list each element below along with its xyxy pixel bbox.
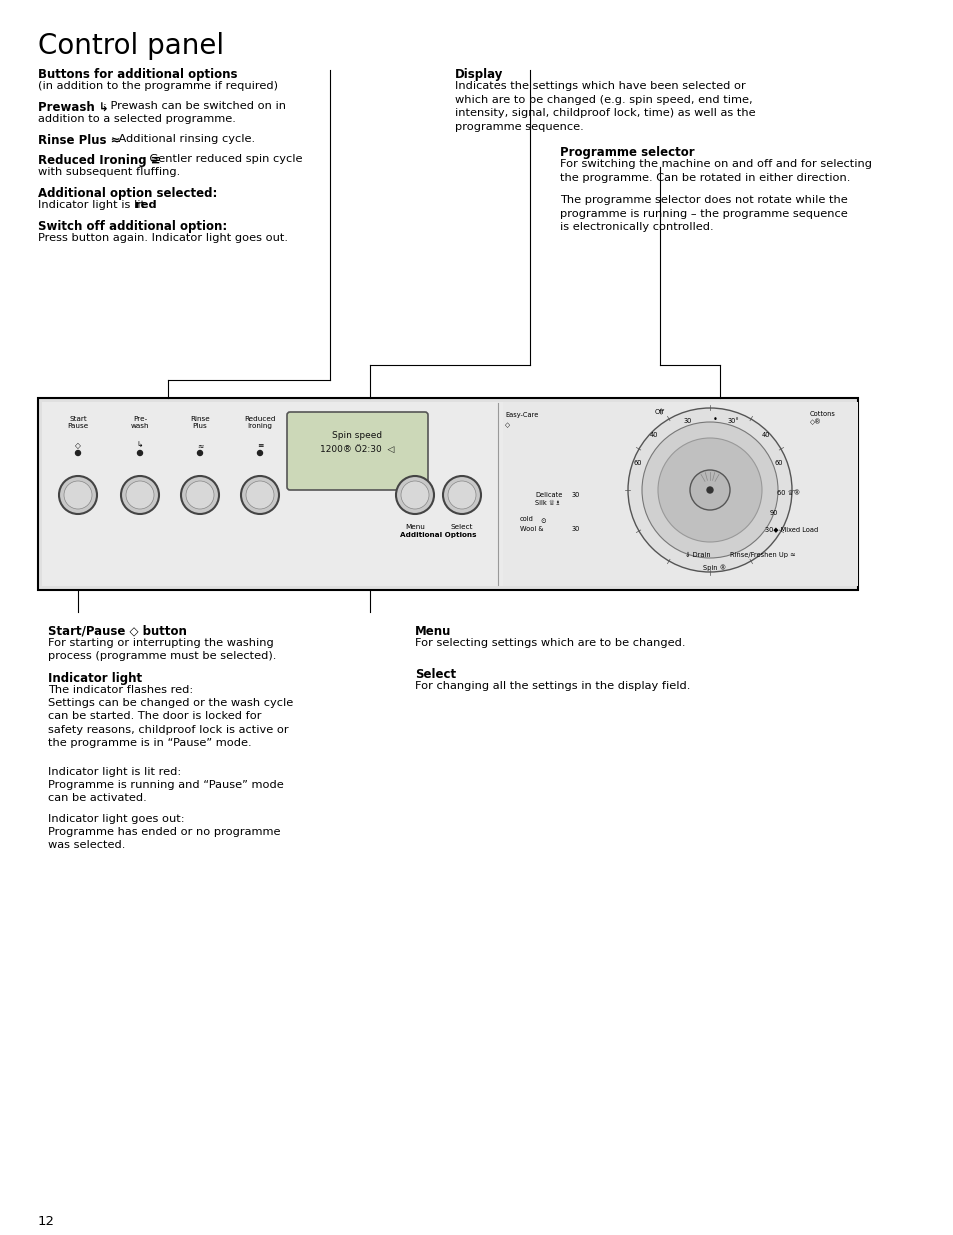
Text: ◇: ◇: [75, 441, 81, 450]
Text: ⇓ Drain: ⇓ Drain: [684, 552, 710, 558]
Bar: [42, 403, 853, 585]
Text: For starting or interrupting the washing
process (programme must be selected).: For starting or interrupting the washing…: [48, 638, 276, 661]
Circle shape: [395, 475, 434, 514]
Text: Buttons for additional options: Buttons for additional options: [38, 68, 237, 82]
Text: : Gentler reduced spin cycle: : Gentler reduced spin cycle: [142, 154, 302, 164]
Circle shape: [689, 471, 729, 510]
Circle shape: [246, 480, 274, 509]
Text: 12: 12: [38, 1215, 55, 1228]
Text: Silk ♕♗: Silk ♕♗: [535, 500, 560, 506]
Circle shape: [197, 451, 202, 456]
Text: ↳: ↳: [136, 441, 143, 450]
Text: Prewash ↳: Prewash ↳: [38, 101, 109, 114]
Circle shape: [64, 480, 91, 509]
Text: cold: cold: [519, 516, 534, 522]
Text: Spin speed: Spin speed: [332, 431, 382, 440]
Text: For changing all the settings in the display field.: For changing all the settings in the dis…: [415, 680, 690, 692]
Text: Programme selector: Programme selector: [559, 146, 694, 159]
Text: 30: 30: [683, 417, 691, 424]
Text: Menu: Menu: [415, 625, 451, 638]
Text: red: red: [135, 200, 156, 210]
Text: Additional Options: Additional Options: [399, 532, 476, 538]
Text: Reduced Ironing ≡: Reduced Ironing ≡: [38, 154, 160, 167]
Text: For selecting settings which are to be changed.: For selecting settings which are to be c…: [415, 638, 685, 648]
Text: Reduced
Ironing: Reduced Ironing: [244, 416, 275, 429]
Circle shape: [75, 451, 80, 456]
Circle shape: [400, 480, 429, 509]
Text: Control panel: Control panel: [38, 32, 224, 61]
Text: ⊙: ⊙: [539, 517, 545, 524]
Circle shape: [257, 451, 262, 456]
Text: |: |: [659, 408, 660, 415]
Text: Additional option selected:: Additional option selected:: [38, 186, 217, 200]
Text: addition to a selected programme.: addition to a selected programme.: [38, 114, 235, 124]
Text: 30◆ Mixed Load: 30◆ Mixed Load: [764, 526, 818, 532]
Text: •: •: [712, 415, 717, 424]
Text: For switching the machine on and off and for selecting
the programme. Can be rot: For switching the machine on and off and…: [559, 159, 871, 183]
Text: Press button again. Indicator light goes out.: Press button again. Indicator light goes…: [38, 233, 288, 243]
Circle shape: [137, 451, 142, 456]
Circle shape: [59, 475, 97, 514]
Text: 30°: 30°: [727, 417, 739, 424]
Text: Cottons: Cottons: [809, 411, 835, 417]
Text: Select: Select: [450, 524, 473, 530]
Text: ◇: ◇: [504, 422, 510, 429]
Text: Rinse
Plus: Rinse Plus: [190, 416, 210, 429]
Text: 30: 30: [572, 526, 579, 532]
Text: Off: Off: [655, 409, 664, 415]
Text: Indicator light: Indicator light: [48, 672, 142, 685]
Text: Indicator light goes out:
Programme has ended or no programme
was selected.: Indicator light goes out: Programme has …: [48, 814, 280, 851]
Text: The programme selector does not rotate while the
programme is running – the prog: The programme selector does not rotate w…: [559, 195, 847, 232]
Text: (in addition to the programme if required): (in addition to the programme if require…: [38, 82, 277, 91]
Circle shape: [186, 480, 213, 509]
Text: 60: 60: [633, 459, 641, 466]
Text: with subsequent fluffing.: with subsequent fluffing.: [38, 167, 180, 177]
Text: 40: 40: [761, 432, 770, 438]
Text: Start
Pause: Start Pause: [68, 416, 89, 429]
Text: Rinse Plus ≈: Rinse Plus ≈: [38, 135, 120, 147]
Text: 1200® Ő2:30  ◁: 1200® Ő2:30 ◁: [320, 445, 395, 454]
Text: : Additional rinsing cycle.: : Additional rinsing cycle.: [111, 135, 254, 144]
Text: Indicator light is lit red:
Programme is running and “Pause” mode
can be activat: Indicator light is lit red: Programme is…: [48, 767, 283, 804]
Text: Start/Pause ◇ button: Start/Pause ◇ button: [48, 625, 187, 638]
Text: 60: 60: [774, 459, 782, 466]
Circle shape: [181, 475, 219, 514]
Bar: [38, 398, 857, 590]
Text: Menu: Menu: [405, 524, 424, 530]
Text: 30: 30: [572, 492, 579, 498]
Circle shape: [627, 408, 791, 572]
Text: Rinse/Freshen Up ≈: Rinse/Freshen Up ≈: [729, 552, 795, 558]
Text: 60 ♕®: 60 ♕®: [776, 490, 800, 496]
Text: 40: 40: [649, 432, 658, 438]
Text: Easy-Care: Easy-Care: [504, 412, 537, 417]
FancyBboxPatch shape: [287, 412, 428, 490]
Circle shape: [241, 475, 278, 514]
Text: Pre-
wash: Pre- wash: [131, 416, 149, 429]
Text: Indicator light is lit: Indicator light is lit: [38, 200, 149, 210]
Text: Indicates the settings which have been selected or
which are to be changed (e.g.: Indicates the settings which have been s…: [455, 82, 755, 132]
Circle shape: [658, 438, 761, 542]
Text: Switch off additional option:: Switch off additional option:: [38, 220, 227, 233]
Bar: [502, 403, 857, 585]
Text: Select: Select: [415, 668, 456, 680]
Text: 90: 90: [769, 510, 778, 516]
Text: : Prewash can be switched on in: : Prewash can be switched on in: [103, 101, 286, 111]
Circle shape: [641, 422, 778, 558]
Text: The indicator flashes red:
Settings can be changed or the wash cycle
can be star: The indicator flashes red: Settings can …: [48, 685, 293, 748]
Circle shape: [706, 487, 712, 493]
Text: Delicate: Delicate: [535, 492, 561, 498]
Text: Spin ®: Spin ®: [702, 564, 726, 571]
Circle shape: [442, 475, 480, 514]
Text: ◇®: ◇®: [809, 419, 821, 426]
Circle shape: [448, 480, 476, 509]
Circle shape: [126, 480, 153, 509]
Text: ≡: ≡: [256, 441, 263, 450]
Circle shape: [121, 475, 159, 514]
Text: ≈: ≈: [196, 441, 203, 450]
Text: Wool &: Wool &: [519, 526, 543, 532]
Text: Display: Display: [455, 68, 503, 82]
